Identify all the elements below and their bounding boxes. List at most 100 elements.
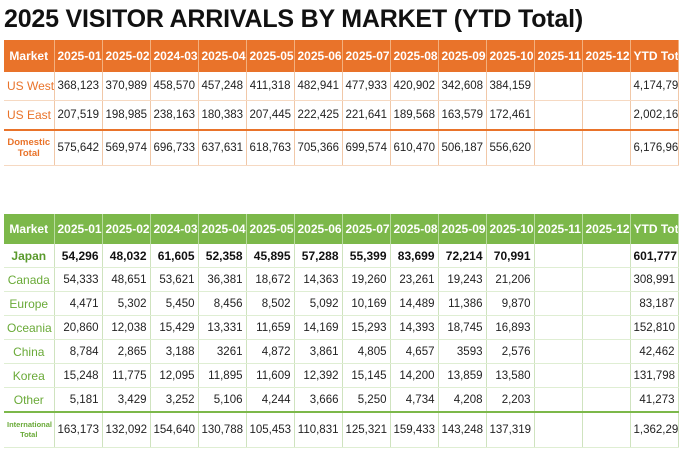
table-cell: 221,641 xyxy=(342,100,391,131)
table-cell: 83,699 xyxy=(390,244,439,268)
table-cell: 14,200 xyxy=(390,363,439,388)
table-cell xyxy=(534,411,583,448)
table-cell: 3,666 xyxy=(294,387,343,413)
international-total-row: International Total 163,173 132,092 154,640… xyxy=(4,411,679,448)
table-cell: 159,433 xyxy=(390,411,439,448)
table-cell: 11,775 xyxy=(102,363,151,388)
table-cell: 131,798 xyxy=(630,363,679,388)
table-cell: 163,579 xyxy=(438,100,487,131)
market-label: US East xyxy=(4,100,55,131)
table-cell: 53,621 xyxy=(150,267,199,292)
table-cell: 12,392 xyxy=(294,363,343,388)
table-cell: 61,605 xyxy=(150,244,199,268)
table-cell: 368,123 xyxy=(54,72,103,101)
table-row: Korea 15,248 11,775 12,095 11,895 11,609 12,39… xyxy=(4,363,679,388)
domestic-header-ytd-total: YTD Total xyxy=(630,40,679,72)
market-label: Japan xyxy=(4,244,55,268)
domestic-header-market: Market xyxy=(4,40,55,72)
table-cell: 4,805 xyxy=(342,339,391,364)
table-cell: 610,470 xyxy=(390,129,439,166)
table-cell: 411,318 xyxy=(246,72,295,101)
table-cell: 198,985 xyxy=(102,100,151,131)
table-cell: 637,631 xyxy=(198,129,247,166)
market-label: Domestic Total xyxy=(4,129,55,166)
international-header-2025-07: 2025-07 xyxy=(342,214,391,244)
table-cell: 72,214 xyxy=(438,244,487,268)
table-cell: 618,763 xyxy=(246,129,295,166)
table-cell: 696,733 xyxy=(150,129,199,166)
table-cell: 3593 xyxy=(438,339,487,364)
section-divider xyxy=(4,196,676,210)
market-label: Canada xyxy=(4,267,55,292)
table-cell: 8,456 xyxy=(198,291,247,316)
table-cell: 54,333 xyxy=(54,267,103,292)
domestic-header-2025-10: 2025-10 xyxy=(486,40,535,72)
table-cell: 457,248 xyxy=(198,72,247,101)
table-cell: 54,296 xyxy=(54,244,103,268)
table-cell xyxy=(534,100,583,131)
domestic-header-2025-11: 2025-11 xyxy=(534,40,583,72)
table-cell: 207,445 xyxy=(246,100,295,131)
table-cell: 4,657 xyxy=(390,339,439,364)
table-row: Japan 54,296 48,032 61,605 52,358 45,895 57,28… xyxy=(4,244,679,268)
table-cell xyxy=(534,363,583,388)
table-cell: 41,273 xyxy=(630,387,679,413)
table-cell: 20,860 xyxy=(54,315,103,340)
table-cell: 130,788 xyxy=(198,411,247,448)
table-cell: 14,169 xyxy=(294,315,343,340)
table-cell xyxy=(582,339,631,364)
table-cell xyxy=(582,387,631,413)
table-cell xyxy=(534,244,583,268)
table-cell xyxy=(534,315,583,340)
table-cell: 19,260 xyxy=(342,267,391,292)
table-cell xyxy=(582,129,631,166)
domestic-header-2025-06: 2025-06 xyxy=(294,40,343,72)
international-header-2024-03: 2024-03 xyxy=(150,214,199,244)
domestic-header-2025-09: 2025-09 xyxy=(438,40,487,72)
table-cell: 13,331 xyxy=(198,315,247,340)
table-cell: 23,261 xyxy=(390,267,439,292)
market-label: Europe xyxy=(4,291,55,316)
table-cell: 15,293 xyxy=(342,315,391,340)
table-cell: 477,933 xyxy=(342,72,391,101)
market-label: China xyxy=(4,339,55,364)
table-cell: 5,092 xyxy=(294,291,343,316)
table-cell: 83,187 xyxy=(630,291,679,316)
table-cell: 238,163 xyxy=(150,100,199,131)
table-cell: 4,734 xyxy=(390,387,439,413)
international-header-2025-01: 2025-01 xyxy=(54,214,103,244)
market-label: US West xyxy=(4,72,55,101)
table-cell: 1,362,298 xyxy=(630,411,679,448)
market-label: Korea xyxy=(4,363,55,388)
table-cell: 154,640 xyxy=(150,411,199,448)
table-cell: 12,038 xyxy=(102,315,151,340)
international-header-2025-08: 2025-08 xyxy=(390,214,439,244)
table-cell xyxy=(582,244,631,268)
table-cell: 11,386 xyxy=(438,291,487,316)
table-cell: 601,777 xyxy=(630,244,679,268)
table-cell: 4,208 xyxy=(438,387,487,413)
table-cell: 458,570 xyxy=(150,72,199,101)
table-cell: 705,366 xyxy=(294,129,343,166)
market-label: International Total xyxy=(4,411,55,448)
table-cell: 18,672 xyxy=(246,267,295,292)
table-cell: 5,302 xyxy=(102,291,151,316)
table-cell: 8,502 xyxy=(246,291,295,316)
table-cell: 4,244 xyxy=(246,387,295,413)
table-cell: 48,651 xyxy=(102,267,151,292)
table-cell: 57,288 xyxy=(294,244,343,268)
table-cell: 482,941 xyxy=(294,72,343,101)
table-cell: 18,745 xyxy=(438,315,487,340)
international-header-ytd-total: YTD Total xyxy=(630,214,679,244)
table-cell xyxy=(582,411,631,448)
domestic-total-row: Domestic Total 575,642 569,974 696,733 637,6… xyxy=(4,129,679,166)
international-header-2025-09: 2025-09 xyxy=(438,214,487,244)
table-cell: 45,895 xyxy=(246,244,295,268)
table-cell: 3,188 xyxy=(150,339,199,364)
table-cell: 11,895 xyxy=(198,363,247,388)
table-cell xyxy=(582,72,631,101)
table-cell: 48,032 xyxy=(102,244,151,268)
table-cell xyxy=(534,72,583,101)
table-cell: 21,206 xyxy=(486,267,535,292)
table-cell xyxy=(582,100,631,131)
